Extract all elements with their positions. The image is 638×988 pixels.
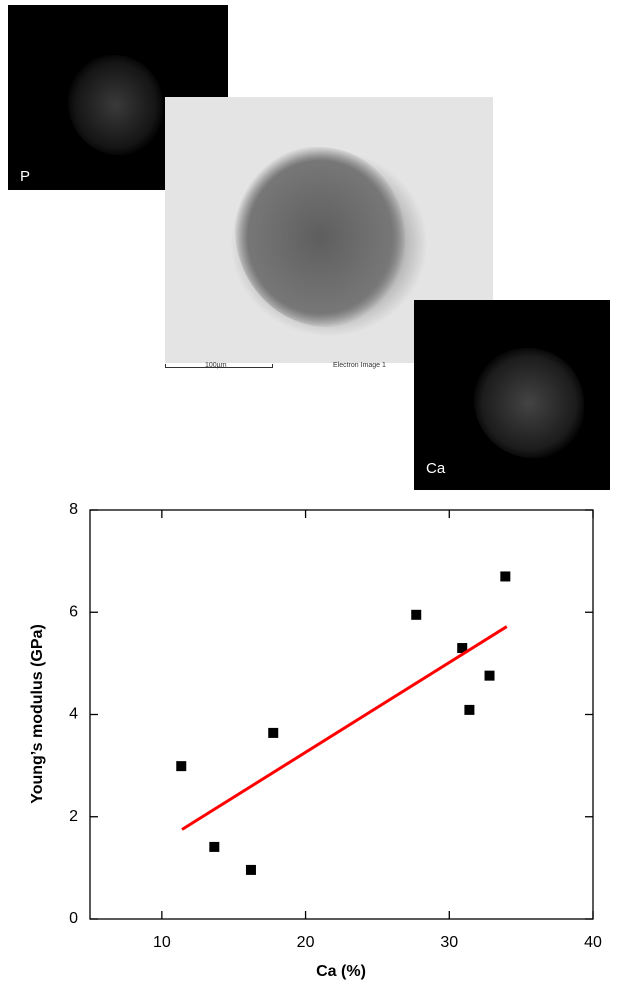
plot-frame	[89, 509, 594, 920]
data-point	[464, 704, 475, 715]
data-point	[209, 841, 220, 852]
ca-map: Ca	[414, 300, 610, 490]
y-tick-label: 4	[69, 706, 78, 723]
x-tick-label: 10	[153, 934, 171, 951]
y-tick-label: 0	[69, 910, 78, 927]
scale-bar-label: 100µm	[205, 362, 227, 369]
y-tick-label: 2	[69, 808, 78, 825]
y-tick-label: 6	[69, 603, 78, 620]
data-point	[176, 761, 187, 772]
x-tick-label: 20	[297, 934, 315, 951]
x-tick-label: 30	[440, 934, 458, 951]
y-tick-label: 8	[69, 501, 78, 518]
data-point	[245, 864, 256, 875]
fit-line	[181, 625, 508, 831]
y-axis-label: Young’s modulus (GPa)	[29, 624, 46, 804]
x-axis-label: Ca (%)	[316, 963, 366, 980]
data-point	[500, 571, 511, 582]
x-tick-label: 40	[584, 934, 602, 951]
map-label: Ca	[426, 460, 446, 477]
data-point	[411, 609, 422, 620]
data-point	[457, 643, 468, 654]
data-point	[484, 670, 495, 681]
sem-caption: Electron Image 1	[333, 362, 386, 369]
data-point	[268, 727, 279, 738]
map-label: P	[20, 168, 31, 185]
sem-footer: 100µm Electron Image 1	[165, 362, 493, 373]
